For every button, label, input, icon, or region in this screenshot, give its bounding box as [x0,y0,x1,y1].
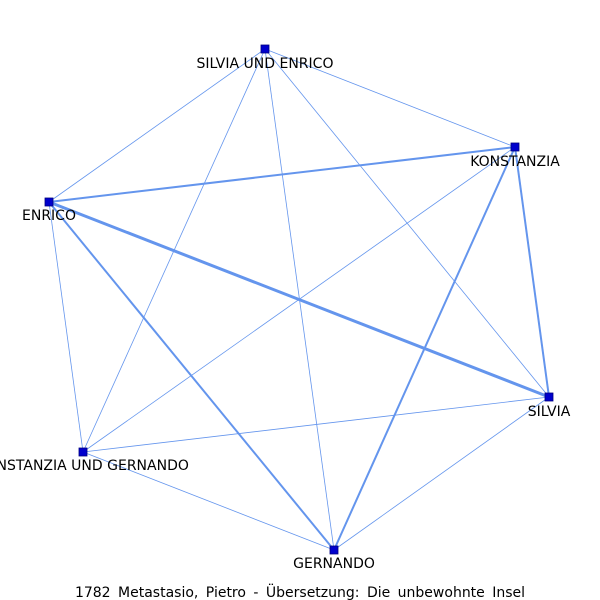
node-konstanzia-und-gernando[interactable] [78,447,88,457]
edge-enrico-to-konstanzia-und-gernando [48,201,84,453]
edge-silvia-to-gernando [333,396,550,551]
edges-layer [48,48,550,551]
diagram-caption: 1782 Metastasio, Pietro - Übersetzung: D… [75,583,525,600]
node-silvia-und-enrico[interactable] [260,44,270,54]
labels-layer: SILVIA UND ENRICO KONSTANZIA ENRICO SILVIA K… [0,56,571,572]
edge-silvia-und-enrico-to-konstanzia [264,48,516,148]
nodes-layer [44,44,554,555]
edge-silvia-und-enrico-to-konstanzia-und-gernando [82,48,266,453]
edge-konstanzia-to-gernando [333,146,516,551]
node-konstanzia[interactable] [510,142,520,152]
node-enrico[interactable] [44,197,54,207]
edge-konstanzia-to-silvia [514,146,550,398]
node-label-enrico: ENRICO [22,208,76,224]
edge-konstanzia-und-gernando-to-gernando [82,451,335,551]
node-label-gernando: GERNANDO [293,556,375,572]
node-gernando[interactable] [329,545,339,555]
edge-konstanzia-und-gernando-to-silvia [82,396,550,453]
node-silvia[interactable] [544,392,554,402]
node-label-konstanzia: KONSTANZIA [470,154,560,170]
node-label-silvia: SILVIA [528,404,571,420]
edge-enrico-to-gernando [48,201,335,551]
node-label-silvia-und-enrico: SILVIA UND ENRICO [197,56,334,72]
node-label-konstanzia-und-gernando: KONSTANZIA UND GERNANDO [0,458,189,474]
edge-konstanzia-to-konstanzia-und-gernando [82,146,516,453]
edge-silvia-und-enrico-to-enrico [48,48,266,203]
